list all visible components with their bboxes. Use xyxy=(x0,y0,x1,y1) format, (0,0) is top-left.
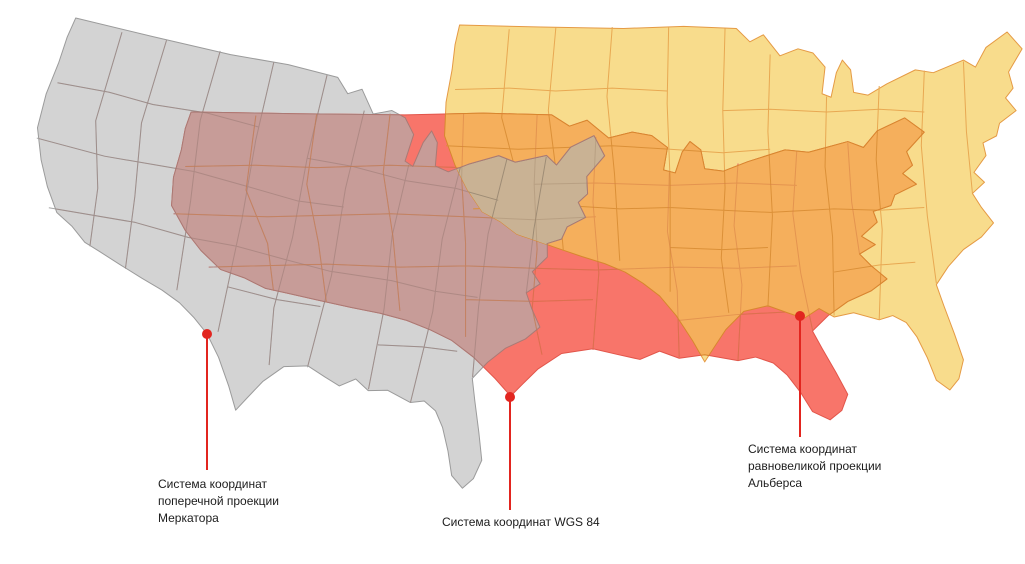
mercator-leader-dot xyxy=(202,329,212,339)
label-mercator-line-2: поперечной проекции xyxy=(158,494,279,508)
label-albers-line-1: Система координат xyxy=(748,442,858,456)
label-albers: Система координат равновеликой проекции … xyxy=(748,441,881,492)
label-mercator-line-3: Меркатора xyxy=(158,511,219,525)
label-wgs84: Система координат WGS 84 xyxy=(442,514,600,531)
label-albers-line-3: Альберса xyxy=(748,476,803,490)
label-albers-line-2: равновеликой проекции xyxy=(748,459,882,473)
label-wgs84-line-1: Система координат WGS 84 xyxy=(442,515,600,529)
wgs84-leader-dot xyxy=(505,392,515,402)
albers-leader-dot xyxy=(795,311,805,321)
callout-leaders xyxy=(202,311,805,510)
label-mercator: Система координат поперечной проекции Ме… xyxy=(158,476,279,527)
label-mercator-line-1: Система координат xyxy=(158,477,268,491)
